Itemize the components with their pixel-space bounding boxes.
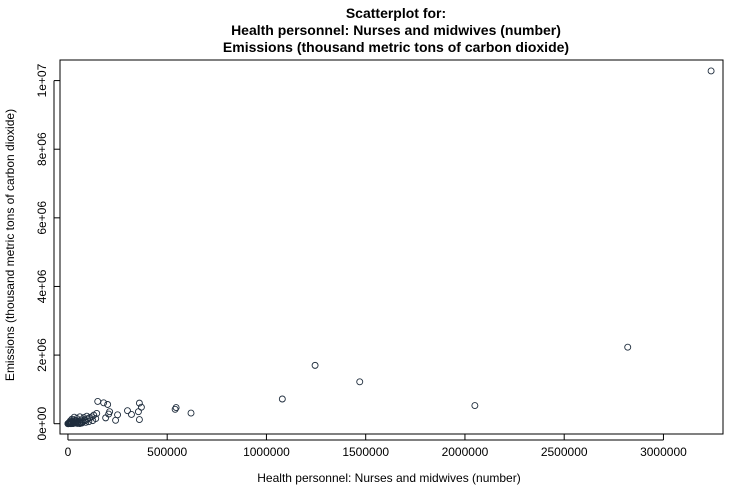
data-point bbox=[707, 67, 715, 75]
data-point bbox=[172, 404, 180, 412]
data-point bbox=[171, 405, 179, 413]
x-tick-label: 1500000 bbox=[342, 445, 389, 459]
data-point bbox=[94, 397, 102, 405]
data-point bbox=[124, 407, 131, 415]
data-point bbox=[102, 414, 110, 422]
y-tick-label: 6e+06 bbox=[35, 201, 49, 235]
data-points bbox=[64, 67, 715, 428]
y-tick-label: 8e+06 bbox=[35, 132, 49, 166]
y-tick-label: 2e+06 bbox=[35, 338, 49, 372]
chart-title-line-3: Emissions (thousand metric tons of carbo… bbox=[223, 39, 569, 55]
y-tick-label: 1e+07 bbox=[35, 63, 49, 97]
x-axis: 0 500000 1000000 1500000 2000000 2500000 30000… bbox=[65, 434, 687, 459]
data-point bbox=[75, 419, 83, 427]
data-point bbox=[135, 399, 143, 407]
chart-title-line-1: Scatterplot for: bbox=[346, 5, 446, 21]
data-point bbox=[356, 378, 364, 386]
y-axis-label: Emissions (thousand metric tons of carbo… bbox=[3, 109, 17, 381]
data-point bbox=[73, 419, 80, 426]
data-point bbox=[104, 401, 112, 408]
x-tick-label: 1000000 bbox=[243, 445, 290, 459]
data-point bbox=[624, 343, 632, 351]
data-point bbox=[134, 408, 142, 416]
data-point bbox=[187, 409, 195, 417]
x-tick-label: 2500000 bbox=[541, 445, 588, 459]
data-point bbox=[112, 416, 120, 424]
x-tick-label: 3000000 bbox=[640, 445, 687, 459]
data-point bbox=[100, 399, 108, 407]
data-point bbox=[135, 416, 143, 424]
data-point bbox=[278, 395, 286, 403]
chart-title-line-2: Health personnel: Nurses and midwives (n… bbox=[231, 22, 561, 38]
data-point bbox=[471, 402, 479, 409]
plot-frame bbox=[59, 59, 724, 435]
x-tick-label: 0 bbox=[65, 445, 72, 459]
x-tick-label: 2000000 bbox=[442, 445, 489, 459]
x-tick-label: 500000 bbox=[147, 445, 187, 459]
data-point bbox=[311, 361, 319, 369]
data-point bbox=[81, 417, 89, 425]
data-point bbox=[128, 410, 135, 418]
y-tick-label: 4e+06 bbox=[35, 269, 49, 303]
y-axis: 0e+00 2e+06 4e+06 6e+06 8e+06 1e+07 bbox=[35, 63, 60, 441]
y-tick-label: 0e+00 bbox=[35, 407, 49, 441]
x-axis-label: Health personnel: Nurses and midwives (n… bbox=[257, 471, 520, 485]
data-point bbox=[65, 419, 73, 427]
